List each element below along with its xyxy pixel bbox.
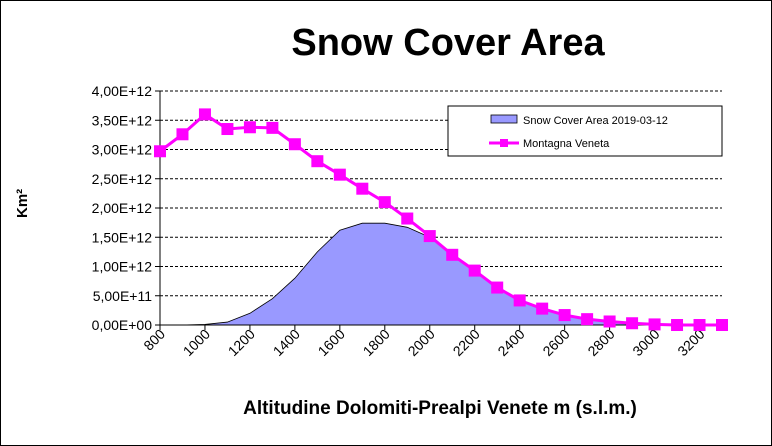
x-tick-label: 2600 [539,326,572,359]
x-tick-label: 1800 [360,326,393,359]
y-tick-label: 1,00E+12 [92,259,153,275]
y-tick-label: 0,00E+00 [92,317,153,333]
data-point [176,128,189,141]
y-tick-label: 4,00E+12 [92,83,153,99]
data-point [198,108,211,121]
legend-swatch-marker [500,139,508,147]
data-point [221,123,234,136]
data-point [423,230,436,243]
x-tick-label: 2200 [449,326,482,359]
data-point [491,281,504,294]
legend-label-area: Snow Cover Area 2019-03-12 [523,115,668,127]
data-point [603,315,616,328]
legend-box [447,105,723,157]
data-point [154,145,166,158]
data-point [513,294,526,307]
x-axis-label: Altitudine Dolomiti-Prealpi Venete m (s.… [243,398,637,419]
data-point [693,319,706,331]
x-tick-label: 1400 [270,326,303,359]
data-point [558,309,571,322]
data-point [356,182,369,195]
data-point [311,155,324,168]
data-point [378,196,391,209]
data-point [243,121,256,134]
data-point [333,168,346,181]
x-tick-label: 2400 [494,326,527,359]
chart-title: Snow Cover Area [291,22,605,64]
y-tick-label: 2,50E+12 [92,171,153,187]
x-tick-label: 2000 [405,326,438,359]
legend-label-line: Montagna Veneta [523,138,610,150]
x-tick-label: 1200 [225,326,258,359]
data-point [401,212,414,225]
y-tick-label: 3,50E+12 [92,112,153,128]
data-point [266,121,279,134]
data-point [288,138,301,151]
x-tick-label: 1000 [180,326,213,359]
data-point [648,318,661,331]
x-tick-label: 1600 [315,326,348,359]
data-point [626,317,639,330]
data-point [536,302,549,315]
legend-swatch-area [490,114,518,124]
data-point [468,264,481,277]
data-point [581,313,594,326]
x-tick-label: 3000 [629,326,662,359]
y-tick-label: 3,00E+12 [92,142,153,158]
x-tick-label: 2800 [584,326,617,359]
y-tick-label: 2,00E+12 [92,200,153,216]
data-point [446,248,459,261]
y-tick-label: 5,00E+11 [93,288,153,304]
data-point [716,319,728,331]
y-tick-label: 1,50E+12 [92,229,153,245]
data-point [671,319,684,331]
